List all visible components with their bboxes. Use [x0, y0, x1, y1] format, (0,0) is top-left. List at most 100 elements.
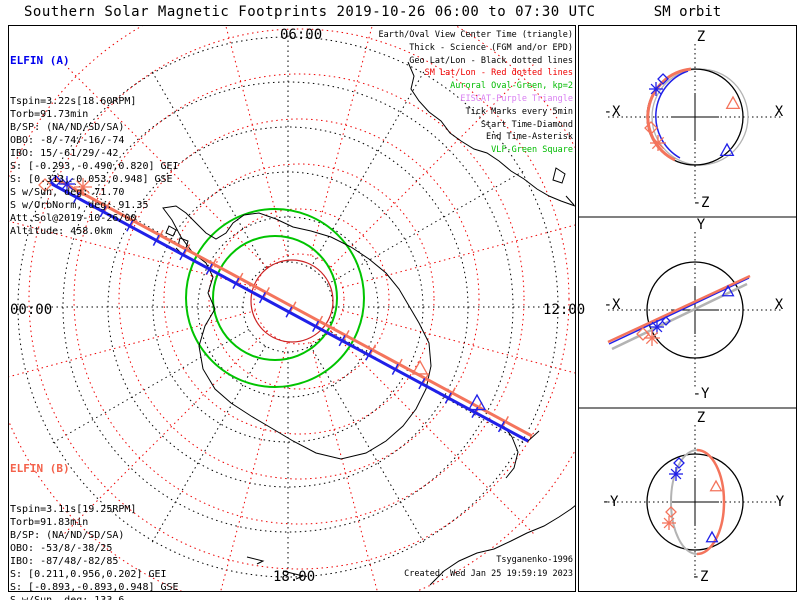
diamond-marker	[644, 121, 658, 135]
grid-circle	[107, 126, 469, 488]
info-line: IBO: -87/48/-82/85	[10, 556, 119, 567]
model-credit: Tsyganenko-1996	[496, 555, 573, 565]
antarctica-coastline	[162, 205, 432, 460]
legend-item: VLF-Green Square	[491, 145, 573, 156]
legend-item: Geo Lat/Lon - Black dotted lines	[409, 55, 573, 66]
triangle-marker	[719, 142, 735, 156]
credits: Tsyganenko-1996 Created: Wed Jan 25 19:5…	[404, 553, 573, 581]
legend-item: Start Time-Diamond	[480, 119, 573, 130]
island	[552, 167, 566, 184]
sm-orbit-title: SM orbit	[653, 4, 722, 20]
axis-label: -X	[604, 104, 621, 120]
elfin-a-lines: Tspin=3.22s[18.60RPM] Torb=91.73min B/SP: …	[10, 95, 179, 238]
info-line: B/SP: (NA/ND/SD/SA)	[10, 122, 125, 133]
info-line: B/SP: (NA/ND/SD/SA)	[10, 530, 125, 541]
grid-spokes	[8, 25, 576, 592]
orbit-xz-elfin-b-arc	[646, 67, 692, 162]
triangle-marker	[721, 284, 735, 297]
island	[165, 225, 177, 237]
triangle-marker	[705, 530, 719, 543]
new-zealand-coastline	[501, 423, 519, 479]
orbit-xz-elfin-a-arc	[655, 70, 689, 159]
grid-circle	[163, 163, 435, 435]
info-line: OBO: -53/8/-38/25	[10, 543, 113, 554]
info-line: Att.Sol@2019-10-26/00	[10, 213, 137, 224]
orbit-xy-gray-chord	[611, 282, 748, 351]
mlt-label-top: 06:00	[280, 27, 323, 43]
grid-circle	[118, 118, 480, 480]
asterisk-marker	[644, 330, 660, 346]
grid-circle	[62, 81, 514, 533]
legend-item: Earth/Oval View Center Time (triangle)	[378, 30, 573, 40]
orbit-yz-gray-half	[670, 449, 698, 555]
grid-circle	[152, 171, 424, 443]
elfin-b-end-asterisk	[74, 178, 92, 196]
time-tick-marks	[73, 191, 505, 433]
legend-item: EISCAT-Purple Triangle	[460, 93, 573, 104]
info-line: S: [-0.893,-0.893,0.948] GSE	[10, 582, 179, 593]
info-line: Altitude: 458.0km	[10, 226, 113, 237]
south-america-coastline	[407, 61, 576, 207]
island	[565, 195, 575, 206]
grid-circle	[28, 28, 570, 570]
asterisk-marker	[650, 135, 666, 151]
info-line: S w/Sun, deg: 71.70	[10, 187, 125, 198]
coast-fragment	[246, 556, 265, 565]
axis-label: Z	[697, 29, 705, 45]
grid-circle	[242, 261, 334, 353]
grid-circle	[73, 73, 525, 525]
grid-circle	[253, 253, 345, 345]
asterisk-marker	[662, 516, 676, 530]
mlt-label-bottom: 18:00	[273, 569, 316, 585]
mlt-label-left: 00:00	[10, 302, 53, 318]
info-line: OBO: -8/-74/-16/-74	[10, 135, 125, 146]
auroral-oval-outer	[185, 208, 365, 388]
legend-item: SM Lat/Lon - Red dotted lines	[424, 68, 573, 79]
info-line: Torb=91.73min	[10, 109, 89, 120]
info-line: S: [0.313,-0.053,0.948] GSE	[10, 174, 173, 185]
diamond-marker	[661, 316, 671, 326]
axis-label: -X	[604, 297, 621, 313]
axis-label: -Z	[693, 195, 710, 211]
axis-label: Y	[697, 217, 706, 233]
legend-item: Tick Marks every 5min	[465, 106, 573, 117]
auroral-oval-inner	[212, 235, 338, 361]
elfin-a-info-block: ELFIN (A) Tspin=3.22s[18.60RPM] Torb=91.7…	[10, 28, 179, 264]
info-line: S: [0.211,0.956,0.202] GEI	[10, 569, 167, 580]
orbit-yz-unit-circle	[646, 453, 744, 551]
australia-coastline	[429, 504, 576, 586]
legend-item: Auroral Oval-Green, kp=2	[450, 81, 573, 92]
orbit-xy-elfin-a-chord	[608, 277, 750, 345]
orbit-xy-elfin-b-chord	[607, 274, 751, 344]
info-line: S w/OrbNorm, deg: 91.35	[10, 200, 149, 211]
elfin-b-start-diamond	[38, 178, 52, 192]
created-credit: Created: Wed Jan 25 19:59:19 2023	[404, 569, 573, 579]
legend: Earth/Oval View Center Time (triangle) Th…	[379, 29, 573, 157]
legend-item: Thick - Science (FGM and/or EPD)	[409, 42, 573, 53]
elfin-b-center-time-triangle	[411, 359, 429, 375]
mlt-label-right: 12:00	[543, 302, 586, 318]
info-line: Tspin=3.11s[19.25RPM]	[10, 504, 137, 515]
info-line: IBO: 15/-61/29/-42	[10, 148, 119, 159]
orbit-xy-unit-circle	[646, 261, 744, 359]
footprint-map	[8, 25, 576, 592]
axis-label: -Y	[602, 494, 619, 510]
elfin-b-lines: Tspin=3.11s[19.25RPM] Torb=91.83min B/SP: …	[10, 503, 179, 600]
axis-label: X	[775, 297, 784, 313]
diamond-marker	[673, 457, 685, 469]
sm-lat-circle	[250, 259, 334, 343]
asterisk-marker	[649, 82, 663, 96]
grid-circle	[208, 208, 390, 390]
main-title: Southern Solar Magnetic Footprints 2019-…	[24, 4, 596, 20]
info-line: S w/Sun, deg: 133.6	[10, 594, 179, 600]
elfin-a-end-asterisk	[59, 176, 75, 192]
elfin-b-info-block: ELFIN (B) Tspin=3.11s[19.25RPM] Torb=91.8…	[10, 436, 179, 600]
triangle-marker	[725, 95, 741, 109]
elfin-a-title: ELFIN (A)	[10, 54, 70, 67]
asterisk-marker	[650, 320, 664, 334]
info-line: Torb=91.83min	[10, 517, 89, 528]
info-line: S: [-0.293,-0.490,0.820] GEI	[10, 161, 179, 172]
elfin-b-title: ELFIN (B)	[10, 462, 70, 475]
